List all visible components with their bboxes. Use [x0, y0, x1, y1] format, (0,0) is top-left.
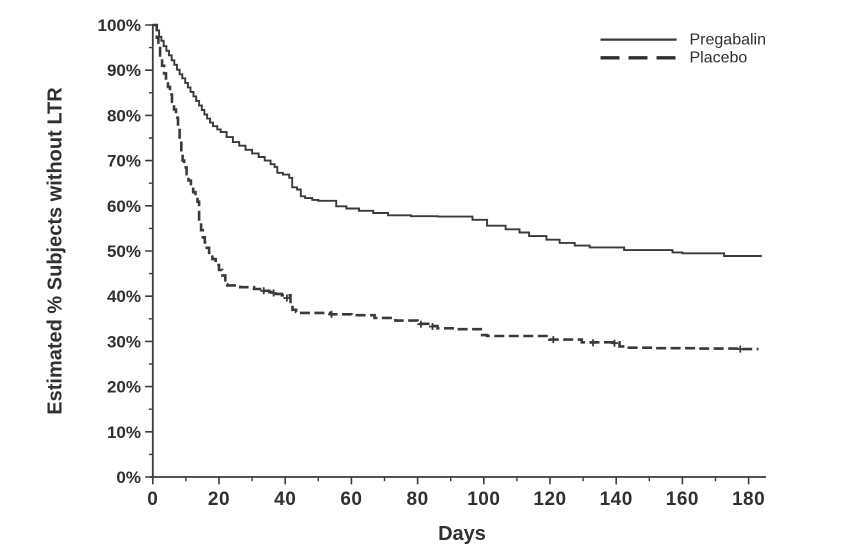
- svg-text:160: 160: [666, 489, 699, 510]
- svg-text:120: 120: [533, 489, 566, 510]
- svg-text:70%: 70%: [107, 152, 141, 171]
- svg-text:Pregabalin: Pregabalin: [690, 32, 767, 49]
- svg-text:180: 180: [732, 489, 765, 510]
- svg-text:40%: 40%: [107, 287, 141, 306]
- svg-text:90%: 90%: [107, 61, 141, 80]
- svg-text:80: 80: [407, 489, 429, 510]
- svg-text:Estimated % Subjects without L: Estimated % Subjects without LTR: [45, 87, 67, 415]
- svg-text:60%: 60%: [107, 197, 141, 216]
- svg-text:60: 60: [340, 489, 362, 510]
- svg-text:0: 0: [147, 489, 158, 510]
- svg-text:10%: 10%: [107, 423, 141, 442]
- svg-text:20%: 20%: [107, 378, 141, 397]
- svg-text:100%: 100%: [98, 16, 141, 35]
- svg-text:50%: 50%: [107, 242, 141, 261]
- svg-text:20: 20: [208, 489, 230, 510]
- svg-text:Days: Days: [438, 523, 486, 545]
- svg-text:140: 140: [600, 489, 633, 510]
- svg-text:0%: 0%: [116, 468, 141, 487]
- svg-text:80%: 80%: [107, 106, 141, 125]
- svg-text:Placebo: Placebo: [690, 50, 748, 67]
- svg-text:100: 100: [467, 489, 500, 510]
- svg-text:40: 40: [274, 489, 296, 510]
- svg-text:30%: 30%: [107, 332, 141, 351]
